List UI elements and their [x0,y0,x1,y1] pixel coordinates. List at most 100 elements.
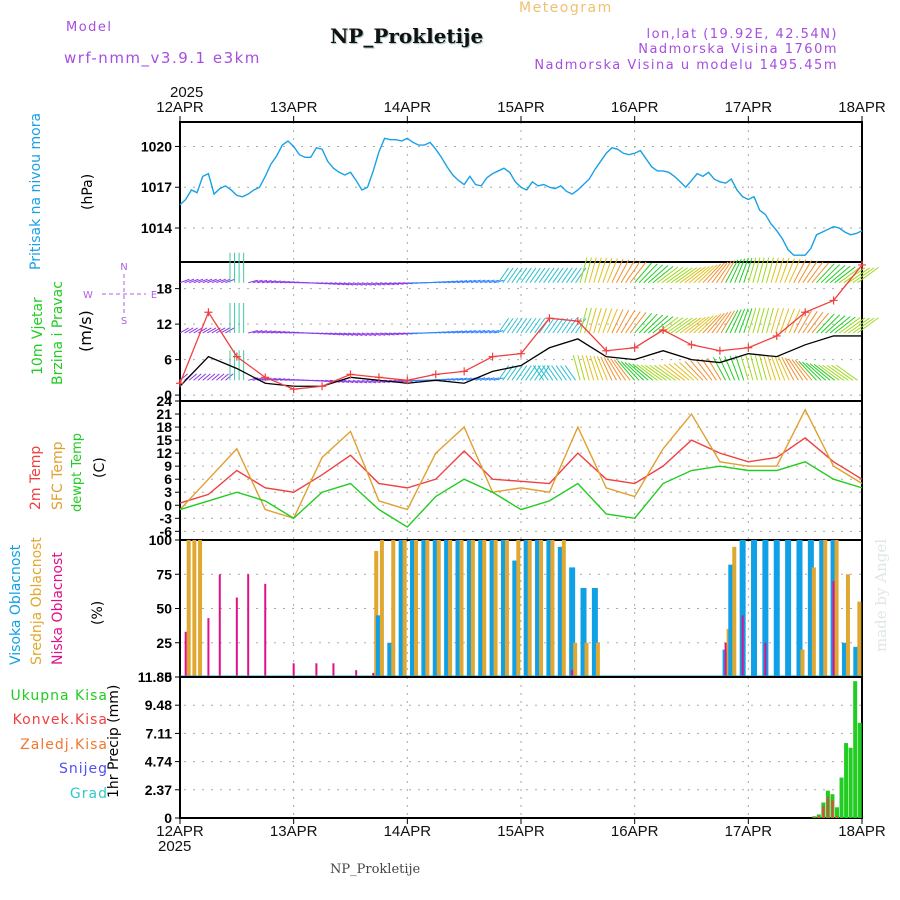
wind-arrow [516,365,528,381]
wind-arrow [666,317,689,334]
wind-arrow [534,317,546,334]
cloud-low-bar [264,583,267,677]
wind-arrow [220,278,231,284]
wind-arrow [673,362,695,381]
y-tick-label: 11.85 [138,669,172,685]
y-tick-label: 0 [164,810,172,826]
y-tick-label: 4.74 [145,754,172,770]
cloud-high-bar [500,540,507,677]
wind-arrow [270,280,281,284]
wind-arrow [366,282,377,286]
wind-arrow [611,309,624,334]
wind-arrow [457,330,468,334]
wind-arrow [759,355,768,381]
top-year-label: 2025 [170,84,204,101]
wind-arrow [506,365,519,381]
wind-arrow [775,308,785,334]
top-date-16APR: 16APR [611,99,659,116]
wind-arrow [688,316,710,334]
wind-arrow [779,258,790,283]
cloud-mid-bar [379,540,384,677]
wind-arrow [729,355,740,381]
wind-arrow [198,278,208,284]
wind-arrow [797,310,812,334]
wind-arrow [620,361,640,381]
wind-arrow [820,314,841,334]
wind-arrow [857,317,879,334]
wind-arrow [802,260,818,283]
y-tick-label: 0 [164,497,172,513]
cloud-low-bar [332,663,335,677]
wind-arrow [802,361,822,381]
wind-arrow [452,280,463,284]
wind-arrow [537,365,549,381]
wind-arrow [497,317,510,334]
wind-arrow [352,379,363,384]
wind-arrow [643,264,663,284]
gust-marker [431,370,440,379]
y-tick-label: 18 [156,281,172,297]
wind-arrow [629,312,647,334]
wind-arrow [225,373,234,381]
wind-arrow [475,329,486,334]
wind-arrow [534,267,546,283]
wind-arrow [761,307,770,334]
wind-arrow [475,279,486,284]
wind-arrow [735,355,745,381]
top-date-14APR: 14APR [384,99,432,116]
wind-arrow [560,365,572,381]
wind-arrow [470,279,481,284]
wind-arrow [525,317,537,334]
wind-arrow [279,280,291,284]
wind-arrow [838,317,861,334]
top-date-12APR: 12APR [156,99,204,116]
cloud-high-bar [546,540,553,677]
wind-arrow [779,308,790,334]
wind-arrow [695,359,713,381]
cloud-low-bar [724,642,727,677]
wind-arrow [361,379,372,384]
wind-arrow [188,278,199,284]
wind-arrow [616,309,630,334]
cloud-high-bar [387,642,394,677]
wind-arrow [516,267,528,283]
wind-arrow [479,329,490,334]
wind-arrow [617,360,636,381]
wind-arrow [825,315,846,334]
cloud-high-bar [785,540,792,677]
gust-marker [488,352,497,361]
wind-arrow [379,332,390,336]
wind-arrow [529,267,541,283]
wind-arrow [184,327,194,334]
gust-marker [346,370,355,379]
cloud-mid-bar [732,546,737,677]
wind-arrow [529,317,541,334]
y-tick-label: 15 [156,432,172,448]
wind-arrow [572,355,581,381]
cloud-high-bar [728,564,735,677]
bottom-date-12APR: 12APR [156,823,204,840]
wind-arrow [668,363,690,381]
wind-arrow [357,332,368,337]
gust-marker [772,331,781,340]
wind-arrow [457,377,468,381]
wind-arrow [740,355,749,381]
wind-arrow [461,377,472,381]
wind-arrow [538,267,550,283]
cloud-high-bar [466,540,473,677]
wind-arrow [711,312,729,334]
cloud-mid-bar [539,540,544,677]
wind-arrow [552,267,564,283]
wind-arrow [570,267,582,283]
wind-arrow [798,360,817,381]
wind-arrow [831,364,854,381]
cloud-mid-bar [573,642,578,677]
wind-arrow [202,278,213,284]
panel-frame [179,676,863,819]
wind-arrow [843,317,866,334]
wind-arrow [479,279,490,284]
gust-marker [261,373,270,382]
wind-arrow [206,373,216,381]
wind-arrow [657,266,679,284]
